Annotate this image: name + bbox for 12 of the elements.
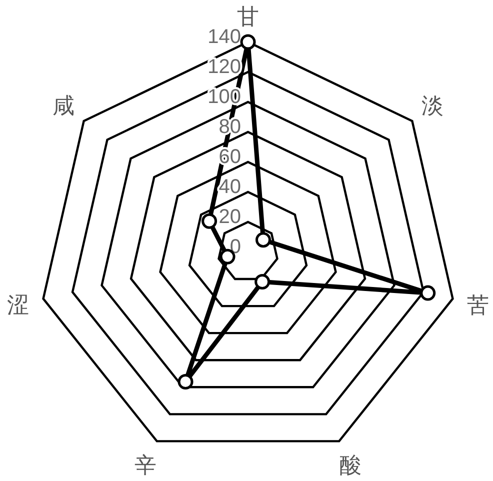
spoke-label: 辛 — [134, 452, 157, 478]
y-tick-label: 120 — [208, 56, 241, 78]
y-tick-label: 0 — [230, 236, 241, 258]
spoke-label: 酸 — [339, 452, 362, 478]
y-tick-label: 40 — [218, 176, 241, 198]
y-tick-label: 140 — [208, 26, 241, 48]
spoke-label: 苦 — [467, 292, 490, 318]
spoke-label: 淡 — [422, 92, 444, 118]
spoke-label: 咸 — [52, 92, 74, 118]
spoke-label: 涩 — [6, 292, 29, 318]
y-tick-label: 20 — [218, 206, 241, 228]
spoke-label: 甘 — [237, 4, 259, 29]
